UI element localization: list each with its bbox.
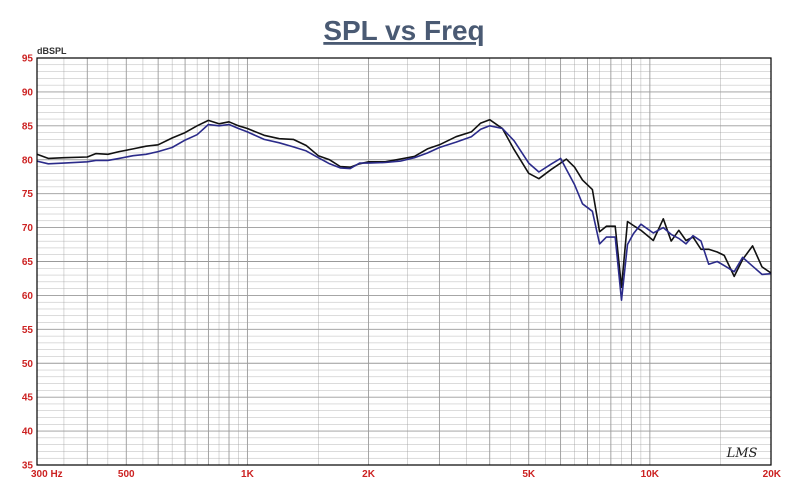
series-lines bbox=[36, 118, 772, 302]
plot-frame bbox=[36, 57, 772, 466]
y-tick-label: 75 bbox=[22, 189, 34, 200]
grid-lines bbox=[36, 57, 772, 466]
x-tick-labels: 300 Hz 500 1K 2K 5K 10K 20K bbox=[31, 469, 782, 480]
x-tick-label: 2K bbox=[362, 469, 376, 480]
x-tick-label: 5K bbox=[522, 469, 536, 480]
y-tick-label: 55 bbox=[22, 325, 34, 336]
y-axis-label: dBSPL bbox=[37, 46, 67, 56]
x-tick-label: 300 Hz bbox=[31, 469, 63, 480]
y-tick-label: 65 bbox=[22, 257, 34, 268]
y-tick-label: 50 bbox=[22, 359, 34, 370]
watermark-logo: LMS bbox=[726, 446, 758, 461]
y-tick-label: 80 bbox=[22, 155, 34, 166]
x-tick-label: 1K bbox=[241, 469, 255, 480]
y-tick-label: 90 bbox=[22, 87, 34, 98]
y-tick-label: 70 bbox=[22, 223, 34, 234]
series-line-2 bbox=[36, 123, 772, 302]
series-line-1 bbox=[36, 118, 772, 289]
y-tick-label: 60 bbox=[22, 291, 34, 302]
y-tick-label: 95 bbox=[22, 54, 34, 65]
y-tick-labels: 35 40 45 50 55 60 65 70 75 80 85 90 95 bbox=[22, 54, 34, 472]
x-tick-label: 500 bbox=[118, 469, 135, 480]
y-tick-label: 45 bbox=[22, 393, 34, 404]
x-tick-label: 10K bbox=[641, 469, 660, 480]
y-tick-label: 85 bbox=[22, 121, 34, 132]
y-tick-label: 35 bbox=[22, 461, 34, 472]
x-tick-label: 20K bbox=[763, 469, 782, 480]
y-tick-label: 40 bbox=[22, 427, 34, 438]
chart-title: SPL vs Freq bbox=[323, 15, 484, 46]
